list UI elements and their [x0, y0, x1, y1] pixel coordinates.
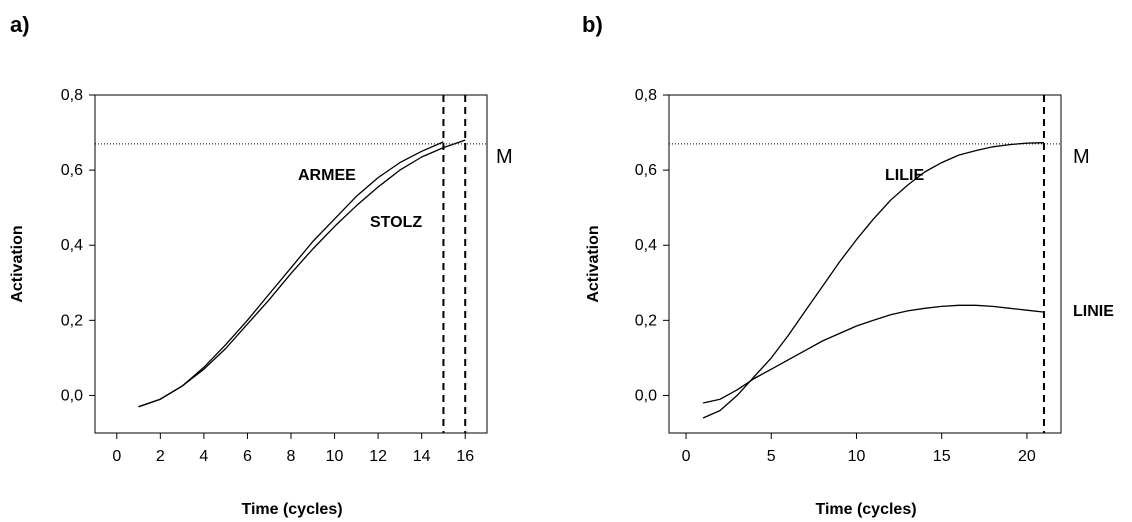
series-label-armee: ARMEE [298, 167, 356, 184]
x-tick-label: 12 [369, 448, 387, 465]
x-tick-label: 4 [199, 448, 208, 465]
x-axis-title: Time (cycles) [241, 501, 342, 518]
threshold-label: M [1073, 146, 1090, 168]
plot-frame [94, 94, 488, 434]
x-tick-label: 5 [767, 448, 776, 465]
x-tick-label: 15 [933, 448, 951, 465]
x-tick-label: 10 [326, 448, 344, 465]
x-axis-title: Time (cycles) [815, 501, 916, 518]
y-axis-title: Activation [9, 225, 26, 302]
y-tick-label: 0,2 [635, 312, 657, 329]
y-tick-label: 0,8 [635, 87, 657, 104]
series-label-linie: LINIE [1073, 303, 1114, 320]
x-tick-label: 6 [243, 448, 252, 465]
chart-panel-a: a) 0,0 0,2 0,4 0,6 0,8 0 2 4 6 8 10 12 14 16 Time (cycl… [9, 12, 513, 518]
x-tick-label: 10 [848, 448, 866, 465]
x-tick-label: 20 [1018, 448, 1036, 465]
series-label-lilie: LILIE [885, 167, 924, 184]
y-tick-label: 0,4 [635, 237, 657, 254]
y-tick-label: 0,4 [61, 237, 83, 254]
y-tick-label: 0,0 [635, 387, 657, 404]
panel-label: b) [582, 12, 603, 37]
x-tick-label: 16 [456, 448, 474, 465]
panel-label: a) [10, 12, 30, 37]
y-tick-label: 0,8 [61, 87, 83, 104]
y-tick-label: 0,2 [61, 312, 83, 329]
series-line-stolz [138, 139, 466, 408]
x-tick-label: 2 [156, 448, 165, 465]
x-tick-label: 0 [112, 448, 121, 465]
y-axis-title: Activation [585, 225, 602, 302]
y-tick-label: 0,6 [635, 162, 657, 179]
x-tick-label: 0 [682, 448, 691, 465]
series-label-stolz: STOLZ [370, 214, 422, 231]
chart-panel-b: b) 0,0 0,2 0,4 0,6 0,8 0 5 10 15 20 Time (cycles) Ac… [582, 12, 1114, 518]
y-tick-label: 0,0 [61, 387, 83, 404]
plot-frame [668, 94, 1062, 434]
series-line-linie [702, 304, 1045, 404]
x-tick-label: 14 [413, 448, 431, 465]
y-tick-label: 0,6 [61, 162, 83, 179]
threshold-label: M [496, 146, 513, 168]
series-line-lilie [702, 142, 1045, 419]
x-tick-label: 8 [287, 448, 296, 465]
